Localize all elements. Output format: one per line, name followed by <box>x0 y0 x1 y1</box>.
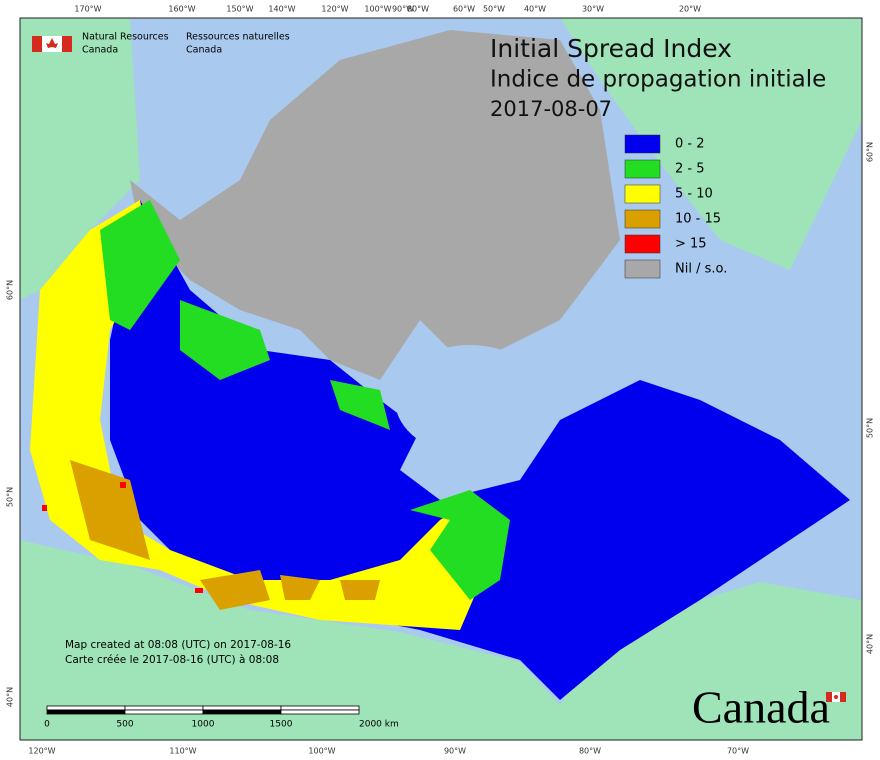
graticule-label: 50°W <box>483 5 505 14</box>
region-yellow <box>30 200 490 630</box>
region-orange <box>340 580 380 600</box>
region-red <box>120 482 126 488</box>
graticule-label: 120°W <box>28 747 55 756</box>
graticule-label: 60°N <box>866 142 875 162</box>
region-green <box>410 490 510 600</box>
graticule-label: 170°W <box>74 5 101 14</box>
legend-label: Nil / s.o. <box>675 262 727 277</box>
graticule-label: 70°W <box>727 747 749 756</box>
legend-swatch <box>624 159 661 179</box>
legend-swatch <box>624 184 661 204</box>
graticule-label: 140°W <box>268 5 295 14</box>
credit: Carte créée le 2017-08-16 (UTC) à 08:08 <box>65 654 279 666</box>
org-en: Canada <box>82 45 118 56</box>
maple-leaf <box>46 38 58 48</box>
credit: Map created at 08:08 (UTC) on 2017-08-16 <box>65 639 291 651</box>
graticule-label: 40°N <box>6 687 15 707</box>
graticule-label: 40°W <box>524 5 546 14</box>
scale-label: 2000 km <box>359 720 399 730</box>
region-green <box>180 300 270 380</box>
scale-segment <box>202 709 282 715</box>
flag-bar <box>826 692 832 702</box>
region-orange <box>280 575 320 600</box>
graticule-label: 20°W <box>679 5 701 14</box>
graticule-label: 50°N <box>866 418 875 438</box>
graticule-label: 60°W <box>453 5 475 14</box>
region-orange <box>70 460 150 560</box>
graticule-label: 120°W <box>321 5 348 14</box>
scale-segment <box>124 709 204 715</box>
scale-label: 0 <box>44 720 50 730</box>
graticule-label: 60°N <box>6 280 15 300</box>
title: Initial Spread Index <box>490 34 732 63</box>
graticule-label: 110°W <box>169 747 196 756</box>
greenland <box>560 18 862 270</box>
subtitle: Indice de propagation initiale <box>490 67 826 93</box>
region-green <box>330 380 390 430</box>
maple-leaf <box>834 695 838 699</box>
flag-bar <box>32 36 42 52</box>
legend-label: 5 - 10 <box>675 187 713 202</box>
legend-label: > 15 <box>675 237 707 252</box>
scale-segment <box>202 705 282 711</box>
legend-label: 0 - 2 <box>675 137 705 152</box>
region-green <box>100 200 180 330</box>
legend-label: 10 - 15 <box>675 212 721 227</box>
region-blue <box>110 200 850 700</box>
scale-segment <box>46 705 126 711</box>
legend-label: 2 - 5 <box>675 162 705 177</box>
graticule-label: 90°W <box>444 747 466 756</box>
graticule-label: 40°N <box>866 634 875 654</box>
graticule-label: 100°W <box>364 5 391 14</box>
scale-label: 1500 <box>270 720 293 730</box>
map <box>19 17 863 741</box>
org-en: Natural Resources <box>82 32 169 43</box>
org-fr: Canada <box>186 45 222 56</box>
scale-label: 1000 <box>192 720 215 730</box>
date: 2017-08-07 <box>490 97 612 121</box>
hudson-bay <box>395 345 545 455</box>
graticule-label: 30°W <box>582 5 604 14</box>
scale-segment <box>280 705 360 711</box>
region-red <box>42 505 47 511</box>
legend-swatch <box>624 134 661 154</box>
flag-bar <box>840 692 846 702</box>
arctic-islands <box>130 30 620 380</box>
graticule-label: 80°W <box>407 5 429 14</box>
org-fr: Ressources naturelles <box>186 32 290 43</box>
scale-segment <box>124 705 204 711</box>
scale-segment <box>46 709 126 715</box>
scale-segment <box>280 709 360 715</box>
wordmark: Canada <box>692 682 830 733</box>
legend-swatch <box>624 234 661 254</box>
logo <box>32 36 72 52</box>
region-red <box>195 588 203 593</box>
alaska <box>20 18 140 300</box>
graticule-label: 160°W <box>168 5 195 14</box>
wordmark-flag <box>826 692 846 702</box>
usa <box>20 540 862 740</box>
graticule-label: 90°W <box>392 5 414 14</box>
map-frame <box>19 17 863 741</box>
graticule-label: 80°W <box>579 747 601 756</box>
legend-swatch <box>624 209 661 229</box>
flag-bar <box>62 36 72 52</box>
graticule-label: 50°N <box>6 487 15 507</box>
legend-swatch <box>624 259 661 279</box>
graticule-label: 150°W <box>226 5 253 14</box>
graticule-label: 100°W <box>308 747 335 756</box>
region-orange <box>200 570 270 610</box>
scale-label: 500 <box>116 720 133 730</box>
